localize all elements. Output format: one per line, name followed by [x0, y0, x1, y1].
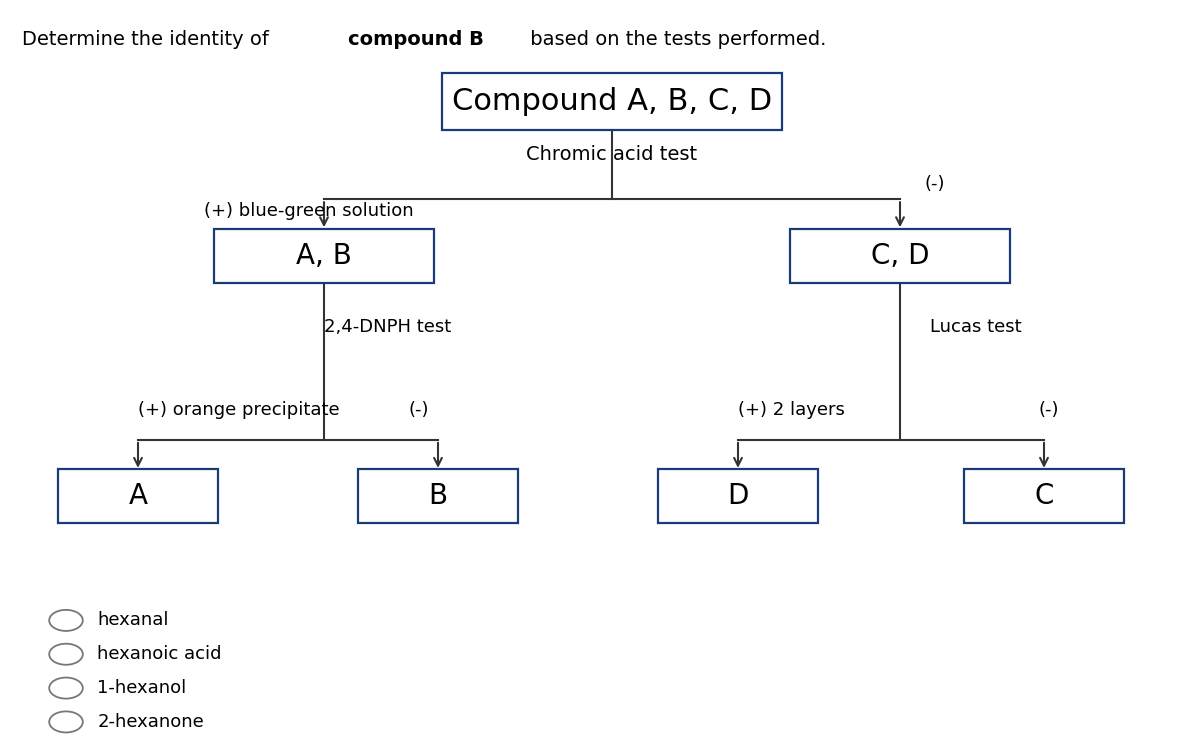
Text: 2,4-DNPH test: 2,4-DNPH test [324, 318, 451, 336]
Text: compound B: compound B [348, 30, 484, 49]
Text: 2-hexanone: 2-hexanone [97, 713, 204, 731]
Text: hexanoic acid: hexanoic acid [97, 645, 222, 663]
FancyBboxPatch shape [658, 469, 818, 523]
Text: (-): (-) [408, 401, 428, 419]
Text: A: A [128, 482, 148, 511]
Text: C: C [1034, 482, 1054, 511]
Text: (+) blue-green solution: (+) blue-green solution [204, 202, 414, 220]
Text: (+) orange precipitate: (+) orange precipitate [138, 401, 340, 419]
Text: Chromic acid test: Chromic acid test [527, 144, 697, 164]
FancyBboxPatch shape [214, 229, 434, 283]
Text: hexanal: hexanal [97, 611, 169, 629]
Text: D: D [727, 482, 749, 511]
Text: Lucas test: Lucas test [930, 318, 1021, 336]
FancyBboxPatch shape [58, 469, 218, 523]
Text: 1-hexanol: 1-hexanol [97, 679, 186, 697]
FancyBboxPatch shape [358, 469, 518, 523]
Text: (-): (-) [924, 175, 944, 193]
Text: B: B [428, 482, 448, 511]
FancyBboxPatch shape [442, 73, 782, 130]
Text: (-): (-) [1038, 401, 1058, 419]
Text: A, B: A, B [296, 241, 352, 270]
Text: Compound A, B, C, D: Compound A, B, C, D [452, 87, 772, 116]
Text: Determine the identity of: Determine the identity of [22, 30, 275, 49]
Text: (+) 2 layers: (+) 2 layers [738, 401, 845, 419]
Text: based on the tests performed.: based on the tests performed. [523, 30, 826, 49]
Text: C, D: C, D [871, 241, 929, 270]
FancyBboxPatch shape [964, 469, 1124, 523]
FancyBboxPatch shape [790, 229, 1010, 283]
